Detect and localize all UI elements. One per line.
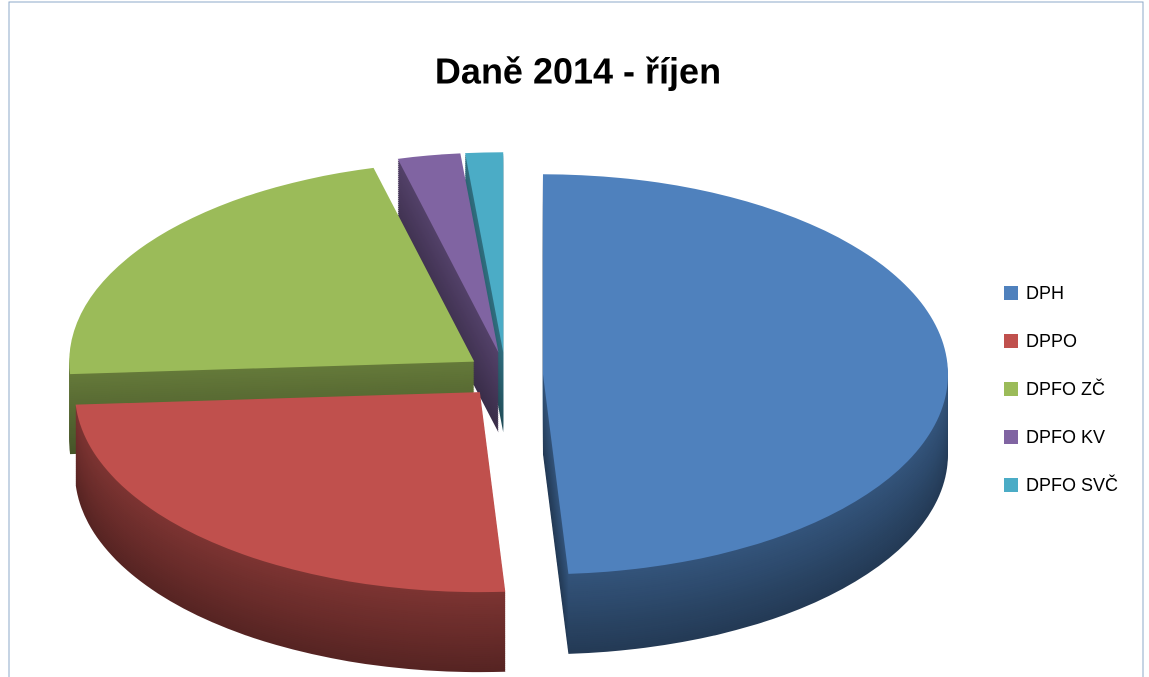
- slice: [69, 167, 475, 375]
- legend-swatch: [1004, 286, 1018, 300]
- legend-label: DPFO SVČ: [1026, 474, 1118, 495]
- slice: [397, 153, 499, 353]
- slice: [542, 174, 948, 574]
- slice: [75, 392, 506, 593]
- slice: [465, 152, 504, 353]
- legend-swatch: [1004, 478, 1018, 492]
- legend-label: DPFO ZČ: [1026, 378, 1105, 399]
- legend-swatch: [1004, 382, 1018, 396]
- legend-label: DPH: [1026, 283, 1064, 303]
- chart-title: Daně 2014 - říjen: [435, 51, 721, 92]
- legend-label: DPFO KV: [1026, 427, 1105, 447]
- legend: DPH DPPO DPFO ZČ DPFO KV DPFO SVČ: [1004, 283, 1118, 495]
- legend-label: DPPO: [1026, 331, 1077, 351]
- legend-swatch: [1004, 334, 1018, 348]
- legend-swatch: [1004, 430, 1018, 444]
- pie: [69, 152, 948, 673]
